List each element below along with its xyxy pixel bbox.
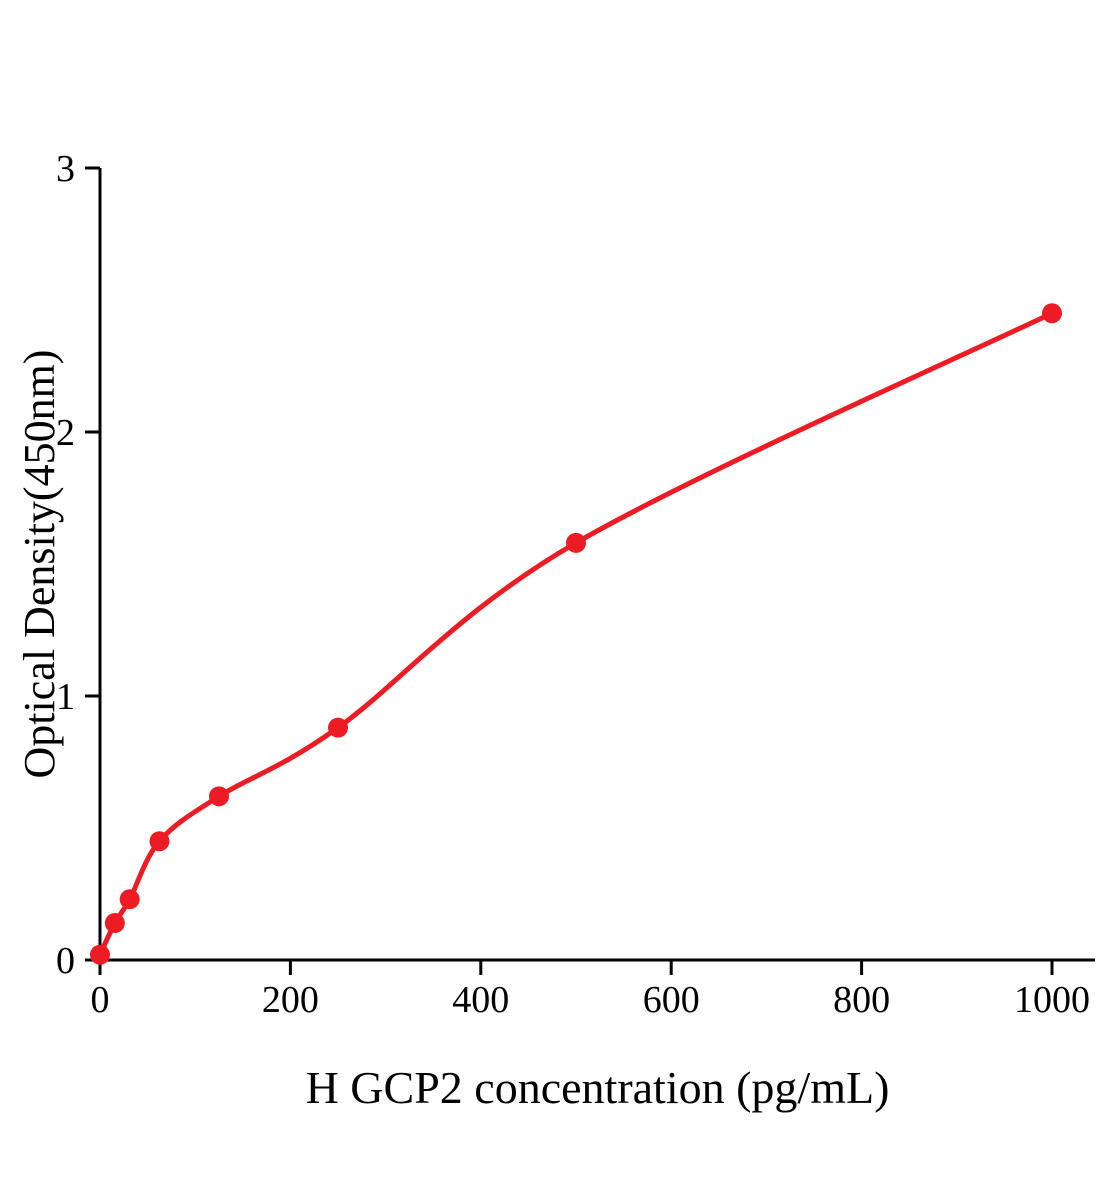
data-point	[566, 532, 586, 553]
x-tick-label: 400	[452, 979, 509, 1021]
y-tick-label: 3	[56, 148, 75, 190]
y-tick-label: 2	[56, 412, 75, 454]
x-tick-label: 1000	[1014, 979, 1090, 1021]
standard-curve-line	[97, 310, 1055, 958]
axes	[98, 168, 1095, 962]
data-point	[149, 831, 170, 852]
data-point	[328, 717, 348, 738]
x-tick-label: 600	[643, 979, 700, 1021]
y-tick-label: 0	[56, 940, 75, 982]
x-axis-ticks: 0 200 400 600 800 1000	[91, 960, 1090, 1021]
data-points	[90, 303, 1062, 965]
x-axis-title: H GCP2 concentration (pg/mL)	[305, 1062, 890, 1113]
x-tick-label: 200	[262, 979, 319, 1021]
x-tick-label: 800	[833, 979, 890, 1021]
y-axis-ticks: 0 1 2 3	[56, 148, 100, 982]
data-point	[90, 944, 110, 965]
y-tick-label: 1	[56, 676, 75, 718]
data-point	[209, 786, 229, 807]
data-point	[104, 913, 125, 934]
y-axis-title: Optical Density(450nm)	[15, 349, 64, 779]
x-tick-label: 0	[91, 979, 110, 1021]
data-point	[119, 889, 140, 910]
data-point	[1042, 303, 1062, 324]
